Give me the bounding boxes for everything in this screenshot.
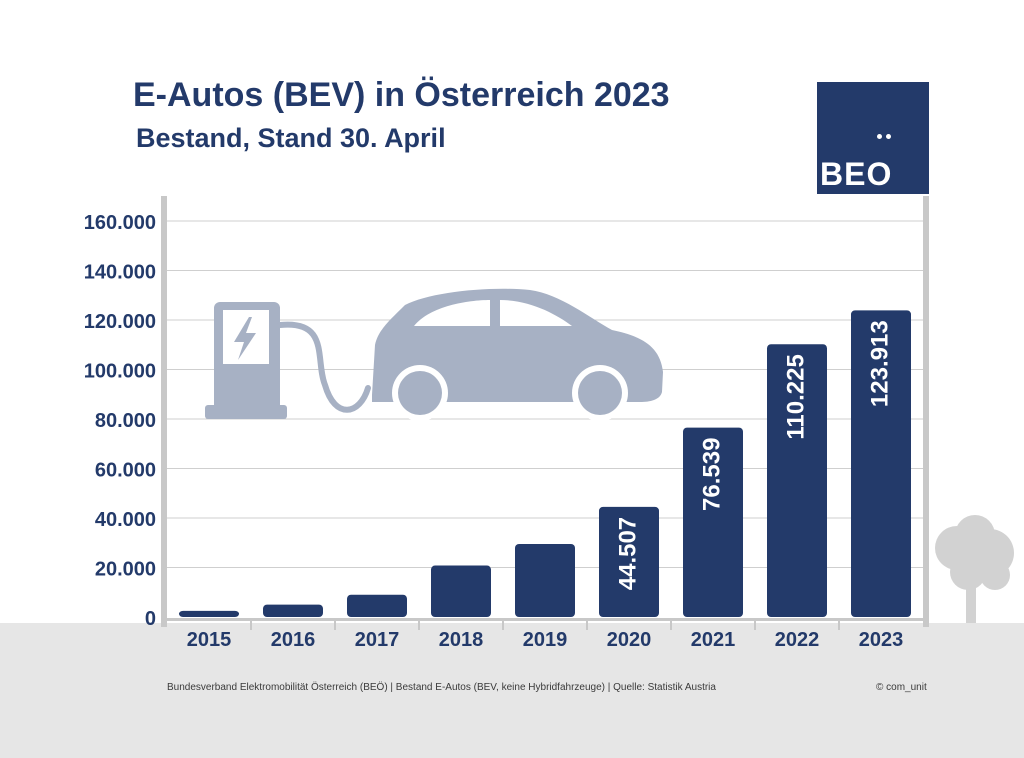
x-tick-label: 2021 [691,629,736,651]
bar-2016 [263,604,323,617]
bar-2021 [683,427,743,617]
x-tick-label: 2016 [271,629,316,651]
ground-band [0,623,1024,758]
x-axis-line [161,618,929,621]
bars [179,310,911,617]
bar-value-label: 110.225 [782,354,809,439]
x-tick-label: 2017 [355,629,400,651]
y-tick-label: 40.000 [95,509,156,531]
bar-2023 [851,310,911,617]
bar-value-label: 76.539 [698,438,725,511]
y-tick-label: 20.000 [95,559,156,581]
y-tick-label: 140.000 [84,262,156,284]
electric-car-icon [372,288,663,421]
x-tick-label: 2015 [187,629,232,651]
logo-umlaut-dots [877,134,891,139]
copyright-note: © com_unit [876,682,927,693]
right-frame-post [923,196,929,627]
y-tick-label: 100.000 [84,361,156,383]
x-tick-label: 2023 [859,629,904,651]
tree-icon [935,515,1014,623]
bar-value-labels: 44.507 76.539 110.225 123.913 [614,320,893,590]
bar-value-label: 44.507 [614,517,641,590]
bar-2020 [599,506,659,617]
bar-2019 [515,543,575,617]
bar-2018 [431,565,491,617]
bar-2017 [347,594,407,617]
x-tick-label: 2020 [607,629,652,651]
source-note: Bundesverband Elektromobilität Österreic… [167,682,716,693]
bar-2015 [179,610,239,617]
x-tick-label: 2019 [523,629,568,651]
beo-logo: BEO [817,82,929,194]
x-tick-label: 2022 [775,629,820,651]
chart-subtitle: Bestand, Stand 30. April [136,123,446,153]
y-tick-label: 0 [145,608,156,630]
bar-value-label: 123.913 [866,320,893,407]
y-axis-ticks: 0 20.000 40.000 60.000 80.000 100.000 120.000 1… [84,212,156,630]
x-axis-ticks: 2015 2016 2017 2018 2019 2020 2021 2022 2023 [187,621,904,651]
y-tick-label: 120.000 [84,311,156,333]
left-frame-post [161,196,167,627]
y-tick-label: 160.000 [84,212,156,234]
logo-text: BEO [820,156,893,192]
y-tick-label: 60.000 [95,460,156,482]
y-tick-label: 80.000 [95,410,156,432]
charging-station-icon [205,302,371,419]
chart-title: E-Autos (BEV) in Österreich 2023 [133,76,670,114]
bar-2022 [767,344,827,617]
x-tick-label: 2018 [439,629,484,651]
